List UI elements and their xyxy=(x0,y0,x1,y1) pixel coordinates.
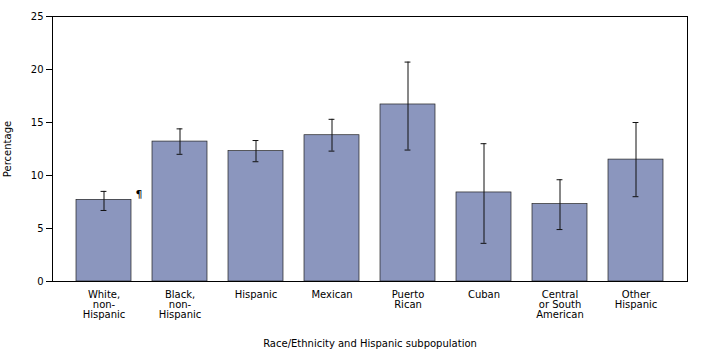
svg-text:White,non-Hispanic: White,non-Hispanic xyxy=(83,289,126,320)
svg-text:Mexican: Mexican xyxy=(311,289,352,300)
svg-text:Percentage: Percentage xyxy=(2,121,13,177)
svg-text:Hispanic: Hispanic xyxy=(235,289,278,300)
svg-text:Black,non-Hispanic: Black,non-Hispanic xyxy=(159,289,202,320)
svg-text:PuertoRican: PuertoRican xyxy=(392,289,425,310)
svg-text:Race/Ethnicity and Hispanic su: Race/Ethnicity and Hispanic subpopulatio… xyxy=(263,338,477,349)
svg-text:25: 25 xyxy=(31,11,44,22)
svg-text:10: 10 xyxy=(31,170,44,181)
svg-text:¶: ¶ xyxy=(136,188,143,201)
svg-text:Centralor SouthAmerican: Centralor SouthAmerican xyxy=(536,289,584,320)
svg-text:0: 0 xyxy=(37,276,43,287)
svg-text:Cuban: Cuban xyxy=(468,289,500,300)
svg-text:OtherHispanic: OtherHispanic xyxy=(615,289,658,310)
svg-text:15: 15 xyxy=(31,117,44,128)
svg-text:20: 20 xyxy=(31,64,44,75)
svg-text:5: 5 xyxy=(37,223,43,234)
